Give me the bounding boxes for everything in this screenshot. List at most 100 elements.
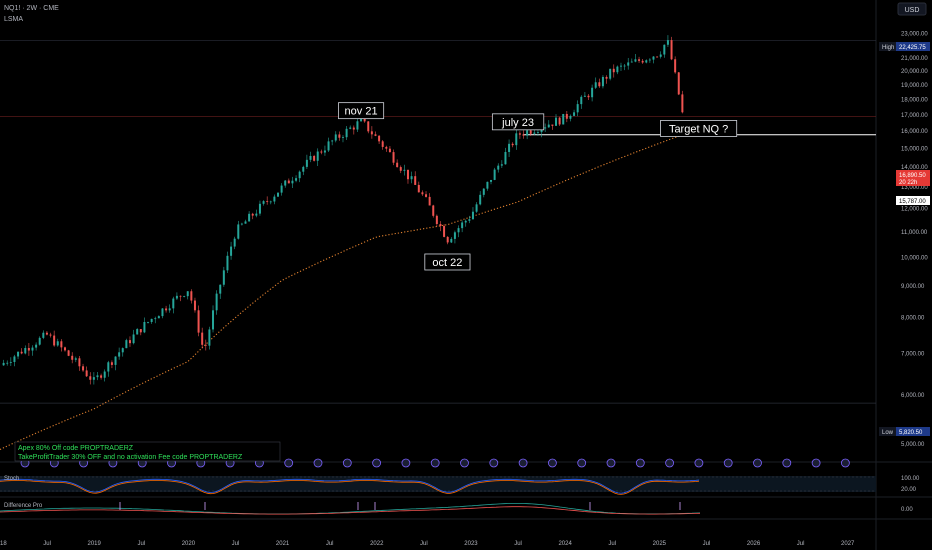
event-marker-circle [548,458,557,468]
candle [425,191,428,198]
x-tick-label: Jul [420,541,428,547]
candle-body [193,300,196,311]
candle-body [295,178,298,181]
candle-body [425,194,428,197]
candle-body [230,246,233,256]
lsma-path [0,134,683,450]
candle-body [634,59,637,62]
x-tick-label: Jul [326,541,334,547]
low-label: Low [882,430,894,436]
candle [327,137,330,152]
y-tick-label: 6,000.00 [901,393,925,399]
candle [92,372,95,385]
candle-body [352,127,355,130]
candle-body [287,180,290,184]
candle-body [374,134,377,136]
candle-body [598,82,601,87]
candle-body [493,169,496,180]
candle-body [204,344,207,346]
candle-body [648,59,651,61]
event-marker-icon [841,458,850,468]
candle [78,355,81,371]
annotation-text: july 23 [501,117,534,129]
annotation: oct 22 [424,253,471,271]
candle-body [536,132,539,133]
candle-body [82,366,85,371]
candle [623,64,626,71]
indicator-label[interactable]: LSMA [4,16,23,23]
candle [511,142,514,148]
y-tick-label: 18,000.00 [901,97,928,103]
candle-body [179,295,182,297]
candle [85,366,88,377]
candle-body [17,351,20,357]
annotation-box [338,102,385,120]
candle-body [410,176,413,180]
candle [464,219,467,227]
time-axis[interactable]: 2018 Jul 2019 Jul 2020 Jul 2021 Jul 2022 Jul 2023 J… [0,541,855,547]
candle [518,131,521,139]
candle [89,372,92,385]
candle [479,191,482,206]
x-tick-label: 2020 [182,541,196,547]
event-marker-circle [782,458,792,468]
candle-body [226,255,229,271]
candle [284,180,287,188]
y-tick-label: 16,000.00 [901,129,928,135]
candle-body [641,60,644,63]
currency-button[interactable] [897,2,927,16]
candle [630,58,633,63]
candle [457,225,460,238]
candle-body [157,316,160,319]
candle [320,149,323,155]
event-marker-circle [694,458,704,468]
stoch-panel [0,476,876,495]
candle [20,348,23,355]
candle [547,120,550,128]
candle-body [190,291,193,301]
candle [45,330,48,336]
candle-body [656,56,659,58]
candle [233,236,236,250]
candle [627,57,630,70]
candle [533,129,536,136]
event-marker-icon [430,458,440,468]
symbol-title[interactable]: NQ1! · 2W · CME [4,5,59,12]
candle [212,305,215,333]
candle [410,171,413,184]
candle [100,373,103,380]
candle-body [139,329,142,333]
x-tick-label: 2024 [558,541,572,547]
promo-line-1: Apex 80% Off code PROPTRADERZ [18,445,134,452]
candle [674,56,677,74]
diff-label[interactable]: Difference Pro [4,503,43,509]
candle-body [161,308,164,317]
candle [555,114,558,126]
candle [580,95,583,109]
candle-body [269,201,272,203]
candle-body [417,184,420,193]
candle [128,336,131,347]
candle [522,130,525,139]
candle [475,202,478,213]
candle-body [107,362,110,372]
annotations: nov 21 july 23 oct 22 Target NQ ? [338,102,738,271]
event-marker-circle [489,458,499,468]
candle [573,109,576,117]
candle-body [363,117,366,122]
currency-label: USD [905,7,920,14]
candle-body [681,94,684,113]
candle-body [222,270,225,285]
candle-body [244,221,247,224]
candle [67,349,70,357]
candle [248,211,251,222]
price-axis[interactable]: 23,000.0022,000.0021,000.0020,000.0019,0… [901,31,928,448]
stoch-label[interactable]: Stoch [4,476,19,482]
event-marker-circle [313,458,323,468]
candle-body [150,318,153,322]
low-value-tag [896,427,930,436]
candle [53,330,56,347]
candle [558,116,561,127]
candle [42,330,45,340]
